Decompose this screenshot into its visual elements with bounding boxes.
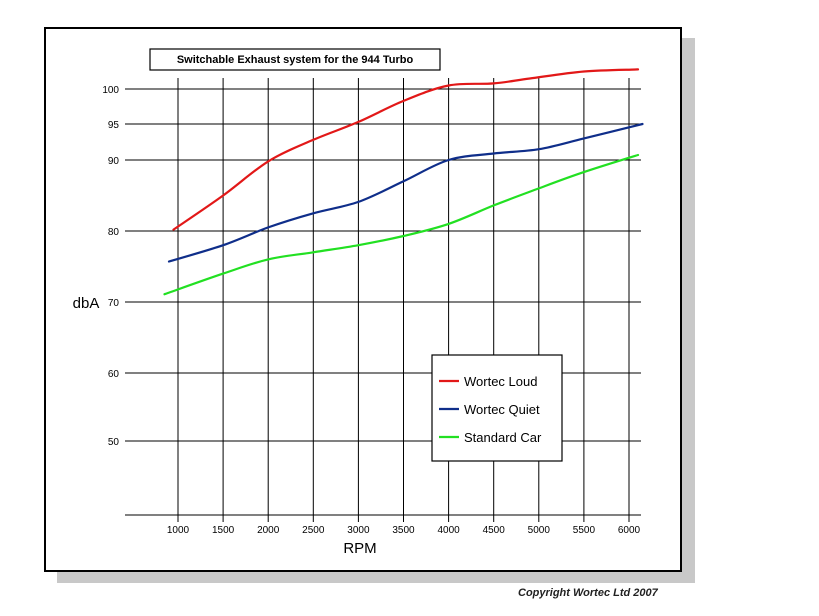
x-axis-label: RPM: [343, 540, 376, 557]
x-tick-label-5500: 5500: [573, 525, 596, 536]
y-axis-label: dbA: [73, 295, 100, 312]
chart-frame: [44, 27, 682, 572]
series-line-wortec-loud: [172, 68, 640, 231]
legend-label-wortec-loud: Wortec Loud: [464, 374, 537, 389]
tick-labels: 1000 1500 2000 2500 3000 3500 4000 4500 5000 5500…: [102, 85, 640, 536]
y-tick-label-50: 50: [108, 437, 120, 448]
legend-label-standard-car: Standard Car: [464, 430, 542, 445]
y-tick-label-95: 95: [108, 120, 120, 131]
x-tick-label-4000: 4000: [437, 525, 460, 536]
title-box: [149, 48, 441, 71]
y-tick-label-90: 90: [108, 156, 120, 167]
y-tick-label-80: 80: [108, 227, 120, 238]
y-tick-label-70: 70: [108, 298, 120, 309]
series-line-standard-car: [163, 153, 640, 296]
x-tick-label-5000: 5000: [528, 525, 551, 536]
copyright-text: Copyright Wortec Ltd 2007: [518, 587, 658, 599]
y-tick-label-100: 100: [102, 85, 119, 96]
chart-title: Switchable Exhaust system for the 944 Tu…: [177, 54, 414, 66]
grid: [125, 78, 641, 522]
x-tick-label-6000: 6000: [618, 525, 641, 536]
x-tick-label-4500: 4500: [483, 525, 506, 536]
x-tick-label-2500: 2500: [302, 525, 325, 536]
legend-label-wortec-quiet: Wortec Quiet: [464, 402, 540, 417]
series-lines: [163, 68, 644, 296]
legend: Wortec Loud Wortec Quiet Standard Car: [431, 354, 563, 462]
series-line-wortec-quiet: [167, 122, 644, 263]
y-tick-label-60: 60: [108, 369, 120, 380]
x-tick-label-2000: 2000: [257, 525, 280, 536]
x-tick-label-1500: 1500: [212, 525, 235, 536]
x-tick-label-1000: 1000: [167, 525, 190, 536]
x-tick-label-3500: 3500: [392, 525, 415, 536]
x-tick-label-3000: 3000: [347, 525, 370, 536]
